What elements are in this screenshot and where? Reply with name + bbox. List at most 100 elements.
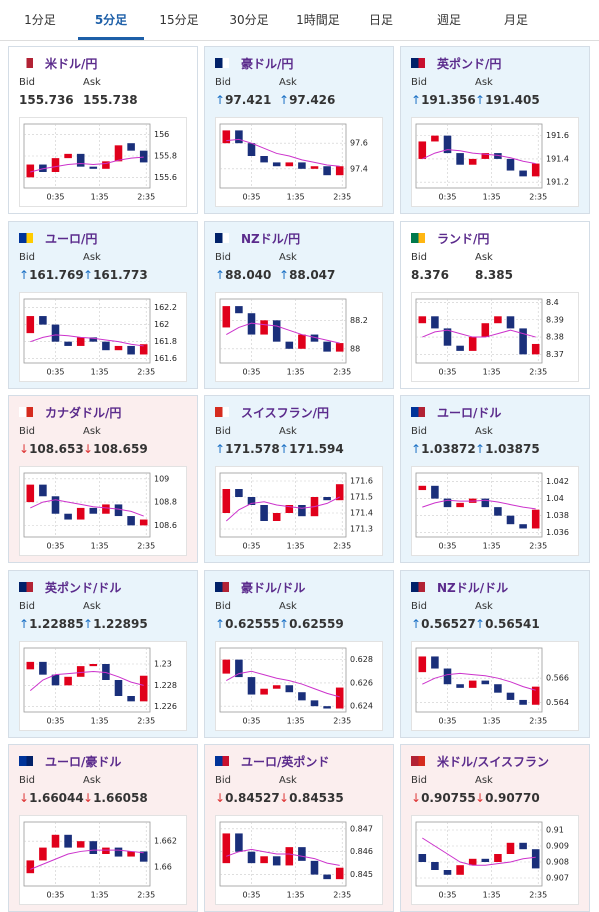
candle [519, 524, 527, 529]
x-tick-label: 1:35 [287, 716, 305, 725]
candle [102, 161, 110, 169]
tab[interactable]: 15分足 [159, 13, 199, 27]
x-tick-label: 1:35 [91, 542, 109, 551]
candle [102, 847, 110, 854]
moving-average [30, 333, 144, 346]
rate-card[interactable]: 米ドル/スイスフラン Bid Ask ↓0.90755 ↓0.90770 0.907 0.9… [400, 744, 590, 912]
x-tick-label: 1:35 [91, 891, 109, 900]
bid-label: Bid [411, 77, 427, 88]
tab[interactable]: 1分足 [24, 13, 56, 27]
tab[interactable]: 月足 [503, 13, 528, 27]
candle [310, 860, 319, 875]
candle [298, 847, 306, 861]
candle [519, 170, 527, 177]
rate-card[interactable]: 英ポンド/円 Bid Ask ↑191.356 ↑191.405 191.2 191.4 19… [400, 46, 590, 214]
ask-value: ↑97.426 [279, 93, 335, 107]
candle [26, 661, 35, 669]
candle [298, 334, 306, 349]
rate-card[interactable]: スイスフラン/円 Bid Ask ↑171.578 ↑171.594 171.3 171.4… [204, 395, 394, 563]
bid-value: ↑161.769 [19, 268, 84, 282]
mini-chart: 1.66 1.662 0:35 1:35 2:35 [19, 815, 187, 905]
tab[interactable]: 週足 [436, 13, 461, 27]
rate-card[interactable]: ユーロ/ドル Bid Ask ↑1.03872 ↑1.03875 1.036 1.038 1.… [400, 395, 590, 563]
ask-price: 0.90770 [485, 791, 540, 805]
pair-title: ユーロ/ドル [437, 406, 502, 420]
candle [323, 874, 331, 880]
bid-price: 97.421 [225, 93, 272, 107]
pair-title: NZドル/円 [241, 231, 301, 246]
candle [127, 695, 135, 701]
moving-average [30, 499, 144, 517]
rate-card[interactable]: 米ドル/円 Bid Ask 155.736 155.738 155.6 155.8 156 0:… [8, 46, 198, 214]
candle [519, 842, 527, 850]
bid-label: Bid [215, 600, 231, 612]
candle [235, 659, 243, 677]
ask-label: Ask [279, 426, 297, 437]
x-tick-label: 2:35 [137, 716, 155, 725]
ask-price: 191.405 [485, 93, 540, 107]
candle [431, 315, 439, 328]
candle [323, 497, 331, 501]
candle [26, 484, 35, 503]
rate-card[interactable]: 豪ドル/ドル Bid Ask ↑0.62555 ↑0.62559 0.624 0.626 0.… [204, 569, 394, 738]
y-tick-label: 97.6 [350, 139, 368, 148]
y-tick-label: 0.909 [546, 842, 569, 851]
bid-label: Bid [19, 775, 35, 786]
candle [260, 156, 268, 163]
bid-price: 0.56527 [421, 616, 476, 631]
candle [506, 842, 515, 854]
flag [411, 407, 425, 417]
tab[interactable]: 日足 [368, 13, 393, 27]
rate-card[interactable]: カナダドル/円 Bid Ask ↓108.653 ↓108.659 108.6 108.8 1… [8, 395, 198, 563]
moving-average [225, 496, 340, 522]
candle [481, 680, 490, 684]
bid-value: ↑191.356 [411, 93, 476, 107]
bid-value: ↓108.653 [19, 442, 84, 456]
bid-label: Bid [19, 426, 35, 437]
bid-price: 108.653 [29, 442, 84, 456]
x-tick-label: 1:35 [91, 367, 109, 376]
rate-card[interactable]: ユーロ/豪ドル Bid Ask ↓1.66044 ↓1.66058 1.66 1.662 0:… [8, 744, 198, 912]
plot-frame [415, 298, 543, 363]
rate-card[interactable]: ユーロ/英ポンド Bid Ask ↓0.84527 ↓0.84535 0.845 0.846… [204, 744, 394, 912]
candle [222, 130, 231, 144]
trend-arrow: ↑ [19, 267, 30, 282]
rate-card[interactable]: NZドル/円 Bid Ask ↑88.040 ↑88.047 88 88.2 0:35 1:35… [204, 220, 394, 389]
pair-title: ランド/円 [437, 231, 490, 246]
x-tick-label: 2:35 [333, 367, 351, 376]
ask-value: ↓0.90770 [475, 791, 540, 805]
plot-frame [219, 821, 347, 887]
rate-card[interactable]: ランド/円 Bid Ask 8.376 8.385 8.37 8.38 8.39 8.4 0:35… [400, 220, 590, 389]
rate-card[interactable]: 豪ドル/円 Bid Ask ↑97.421 ↑97.426 97.4 97.6 0:35 1:3… [204, 46, 394, 214]
candle [89, 841, 98, 854]
candle [127, 851, 135, 857]
tab[interactable]: 1時間足 [296, 13, 340, 27]
pair-title: NZドル/ドル [437, 580, 509, 595]
tab[interactable]: 5分足 [78, 0, 144, 40]
candle [519, 327, 527, 354]
y-tick-label: 0.566 [546, 673, 569, 682]
ask-value: ↑0.56541 [475, 617, 540, 631]
x-tick-label: 0:35 [243, 367, 261, 376]
moving-average [422, 672, 536, 691]
candle [531, 509, 540, 529]
candle [102, 663, 110, 680]
candle [443, 668, 452, 684]
rate-card[interactable]: ユーロ/円 Bid Ask ↑161.769 ↑161.773 161.6 161.8 162… [8, 220, 198, 389]
rate-card[interactable]: 英ポンド/ドル Bid Ask ↑1.22885 ↑1.22895 1.226 1.228 1… [8, 569, 198, 738]
y-tick-label: 8.37 [546, 349, 564, 358]
candle [494, 854, 502, 862]
y-tick-label: 8.38 [546, 332, 564, 341]
rate-card[interactable]: NZドル/ドル Bid Ask ↑0.56527 ↑0.56541 0.564 0.566 0… [400, 569, 590, 738]
candle [431, 655, 439, 669]
trend-arrow: ↑ [279, 93, 290, 107]
candle [272, 856, 281, 866]
x-tick-label: 0:35 [439, 193, 457, 202]
trend-arrow: ↑ [19, 616, 30, 631]
x-tick-label: 2:35 [137, 367, 155, 376]
tab[interactable]: 30分足 [229, 13, 269, 27]
plot-frame [23, 647, 151, 712]
y-tick-label: 0.628 [350, 655, 373, 664]
y-tick-label: 0.624 [350, 701, 373, 710]
candle [531, 686, 540, 705]
